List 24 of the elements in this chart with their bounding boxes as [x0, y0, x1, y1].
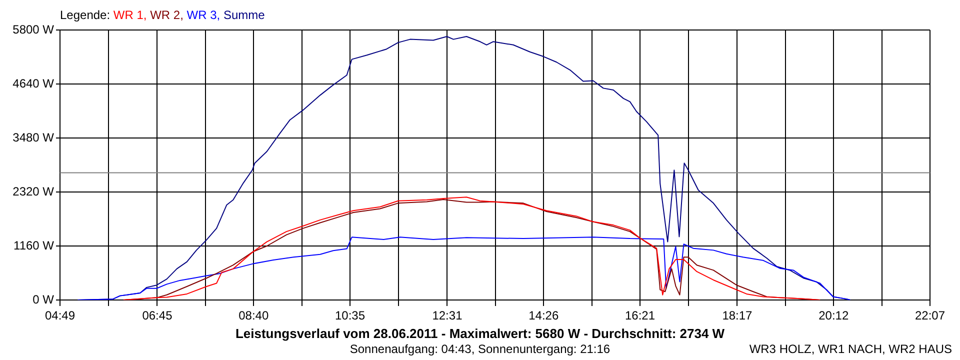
text: WR 1,	[113, 8, 147, 22]
y-tick-label: 1160 W	[14, 238, 55, 252]
y-tick-label: 5800 W	[12, 22, 55, 36]
text: Leistungsverlauf vom 28.06.2011 - Maximalwert: 5680 W - Durchschnitt: 2734 W	[234, 326, 726, 341]
x-tick-label: 18:17	[722, 308, 753, 323]
x-tick-label: 14:26	[528, 308, 559, 323]
y-tick-label: 4640 W	[12, 76, 55, 90]
x-tick-label: 16:21	[624, 308, 656, 323]
x-tick-label: 10:35	[334, 308, 366, 323]
text: WR 2,	[150, 8, 184, 22]
y-tick-label: 2320 W	[12, 184, 55, 198]
x-tick-label: 22:07	[914, 308, 946, 323]
x-tick-label: 08:40	[238, 308, 269, 323]
x-tick-label: 06:45	[142, 308, 173, 323]
y-tick-label: 0 W	[32, 292, 55, 306]
text: Sonnenaufgang: 04:43, Sonnenuntergang: 21:16	[350, 342, 610, 356]
text: WR3 HOLZ, WR1 NACH, WR2 HAUS	[749, 342, 952, 356]
x-tick-label: 12:31	[432, 308, 463, 323]
x-tick-label: 20:12	[818, 308, 849, 323]
text: Summe	[223, 8, 265, 22]
legend-title: Legende:	[60, 8, 112, 22]
text: WR 3,	[186, 8, 220, 22]
x-tick-label: 04:49	[44, 308, 76, 323]
y-tick-label: 3480 W	[12, 130, 55, 144]
